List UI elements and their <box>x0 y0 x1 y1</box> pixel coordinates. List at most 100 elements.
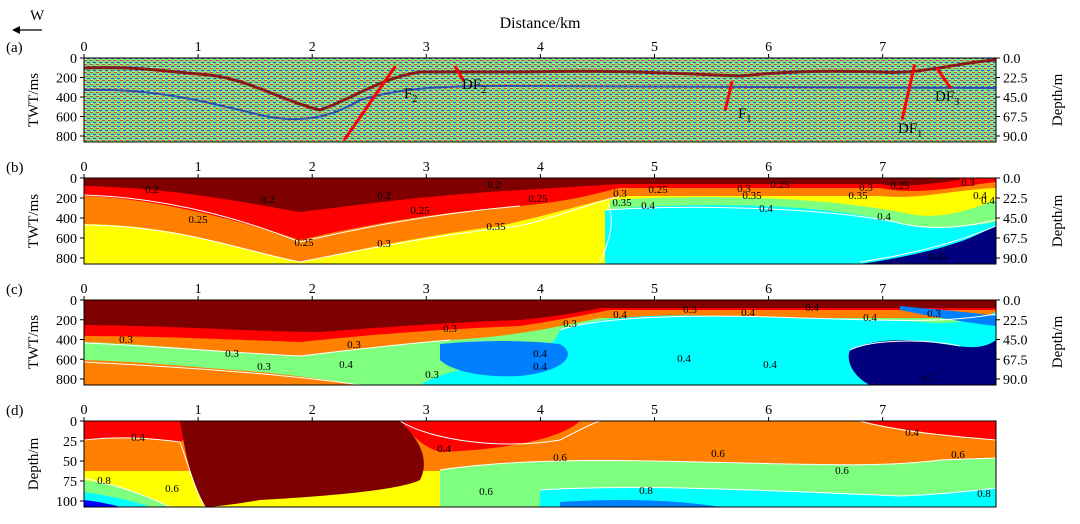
y-tick-label: 400 <box>56 91 77 106</box>
contour-label: 0.8 <box>97 475 111 487</box>
panel-c-left-axis: 0 200 400 600 800 <box>56 294 84 388</box>
contour-label: 0.4 <box>677 353 691 365</box>
fault-label: DF3 <box>935 89 959 108</box>
panel-a-left-axis: 0 200 400 600 800 <box>56 52 84 145</box>
contour-label: 0.25 <box>528 193 548 205</box>
contour-label: 0.35 <box>848 190 868 202</box>
distance-tick-label: 4 <box>537 282 544 297</box>
y-tick-label: 400 <box>56 212 77 227</box>
contour-labels-c: 0.30.30.30.3 0.30.3 0.40.30.40.40.4 0.3 0.4 0… <box>119 302 941 385</box>
depth-tick-label: 90.0 <box>1003 130 1028 145</box>
y-tick-label: 600 <box>56 353 77 368</box>
depth-tick-label: 45.0 <box>1003 212 1028 227</box>
depth-tick-label: 90.0 <box>1003 373 1028 388</box>
contour-label: 0.8 <box>639 485 653 497</box>
contour-label: 0.2 <box>377 190 391 202</box>
y-tick-label: 200 <box>56 192 77 207</box>
y-tick-label: 0 <box>70 172 77 187</box>
distance-tick-label: 7 <box>879 403 886 418</box>
contour-label: 0.4 <box>905 427 919 439</box>
panel-b: (b) 0 1 2 3 4 5 6 7 0 200 400 600 800 0.0 22.5 45.0 67… <box>6 160 1066 267</box>
depth-tick-label: 45.0 <box>1003 91 1028 106</box>
contour-label: 0.3 <box>377 238 391 250</box>
contour-label: 0.3 <box>563 318 577 330</box>
panel-d-distance-ticks: 0 1 2 3 4 5 6 7 <box>81 403 886 421</box>
distance-tick-label: 3 <box>423 403 430 418</box>
fault-line <box>935 66 953 90</box>
fault-line <box>453 65 466 83</box>
contour-label: 0.8 <box>977 488 991 500</box>
panel-b-distance-ticks: 0 1 2 3 4 5 6 7 <box>81 160 886 178</box>
deep-reflector <box>84 84 996 121</box>
panel-a: (a) 0 1 2 3 4 5 6 7 0 200 400 600 800 0.0 22.5 45.0 67… <box>6 40 1066 145</box>
distance-tick-label: 5 <box>651 40 658 55</box>
y-tick-label: 800 <box>56 130 77 145</box>
panel-c-y-title: TWT/ms <box>26 315 42 369</box>
velocity-map-c <box>84 300 996 385</box>
contour-label: 0.6 <box>711 448 725 460</box>
distance-tick-label: 3 <box>423 40 430 55</box>
depth-tick-label: 0.0 <box>1003 52 1021 67</box>
contour-label: 0.6 <box>951 449 965 461</box>
y-tick-label: 75 <box>63 475 77 490</box>
panel-c-frame <box>83 299 997 386</box>
contour-label: 0.3 <box>961 177 975 189</box>
depth-tick-label: 90.0 <box>1003 252 1028 267</box>
y-tick-label: 400 <box>56 334 77 349</box>
contour-label: 0.25 <box>188 214 208 226</box>
panel-c-right-axis: 0.0 22.5 45.0 67.5 90.0 <box>996 294 1028 388</box>
distance-tick-label: 4 <box>537 403 544 418</box>
contour-label: 0.3 <box>347 339 361 351</box>
contour-label: 0.4 <box>877 211 891 223</box>
distance-tick-label: 3 <box>423 282 430 297</box>
contour-label: 0.4 <box>641 200 655 212</box>
distance-tick-label: 6 <box>765 403 772 418</box>
contour-label: 0.25 <box>890 180 910 192</box>
contour-label: 0.3 <box>737 183 751 195</box>
panel-a-frame <box>83 57 997 143</box>
panel-c: (c) 0 1 2 3 4 5 6 7 0 200 400 600 800 0.0 22.5 45.0 67… <box>6 282 1066 388</box>
panel-b-right-title: Depth/m <box>1050 194 1066 247</box>
velocity-map-b <box>84 178 996 264</box>
distance-tick-label: 3 <box>423 160 430 175</box>
depth-tick-label: 22.5 <box>1003 192 1028 207</box>
distance-tick-label: 1 <box>195 282 202 297</box>
distance-tick-label: 4 <box>537 160 544 175</box>
distance-tick-label: 4 <box>537 40 544 55</box>
depth-tick-label: 67.5 <box>1003 232 1028 247</box>
y-tick-label: 0 <box>70 52 77 67</box>
contour-label: 0.25 <box>770 179 790 191</box>
depth-tick-label: 67.5 <box>1003 353 1028 368</box>
panel-b-label: (b) <box>6 160 24 176</box>
y-tick-label: 200 <box>56 314 77 329</box>
distance-tick-label: 6 <box>765 160 772 175</box>
distance-tick-label: 6 <box>765 282 772 297</box>
panel-b-frame <box>83 177 997 265</box>
distance-tick-label: 1 <box>195 403 202 418</box>
contour-label: 0.3 <box>613 188 627 200</box>
contour-label: 0.3 <box>443 323 457 335</box>
distance-tick-label: 7 <box>879 160 886 175</box>
contour-label: 0.4 <box>131 432 145 444</box>
depth-tick-label: 22.5 <box>1003 72 1028 87</box>
contour-label: 0.25 <box>410 205 430 217</box>
y-tick-label: 100 <box>56 495 77 510</box>
y-tick-label: 200 <box>56 72 77 87</box>
contour-label: 0.6 <box>553 452 567 464</box>
panel-b-right-axis: 0.0 22.5 45.0 67.5 90.0 <box>996 172 1028 267</box>
contour-labels-d: 0.4 0.8 0.6 0.4 0.6 0.6 0.6 0.8 0.6 0.4 0.6 0.8 <box>97 427 991 500</box>
panel-c-right-title: Depth/m <box>1050 315 1066 368</box>
distance-tick-label: 2 <box>309 403 316 418</box>
contour-label: 0.3 <box>257 361 271 373</box>
contour-label: 0.35 <box>742 190 762 202</box>
panel-d-label: (d) <box>6 403 24 419</box>
contour-label: 0.6 <box>479 486 493 498</box>
contour-label: 0.3 <box>859 182 873 194</box>
y-tick-label: 0 <box>70 415 77 430</box>
distance-tick-label: 2 <box>309 40 316 55</box>
contour-label: 0.4 <box>613 309 627 321</box>
y-tick-label: 0 <box>70 294 77 309</box>
distance-tick-label: 0 <box>81 403 88 418</box>
